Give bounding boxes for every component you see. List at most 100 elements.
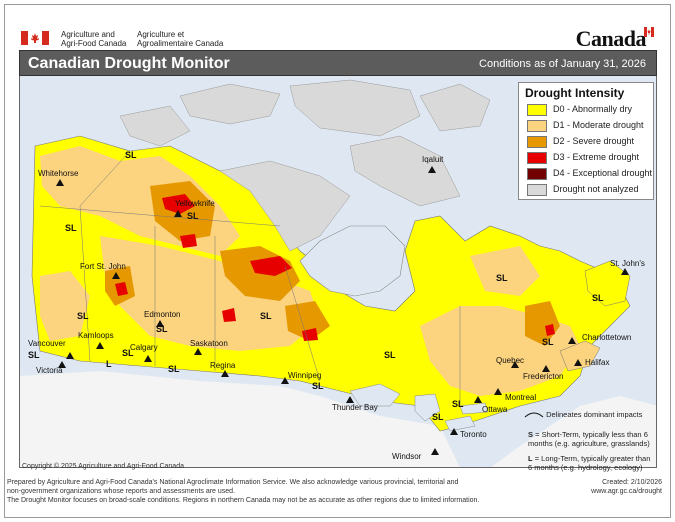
- copyright: Copyright © 2025 Agriculture and Agri-Fo…: [22, 463, 184, 470]
- drought-intensity-legend: Drought Intensity D0 - Abnormally dry D1…: [518, 82, 654, 200]
- impact-label-sl-labrador: SL: [496, 273, 508, 283]
- legend-row-not-analyzed: Drought not analyzed: [527, 183, 653, 197]
- city-marker-whitehorse: [56, 179, 64, 186]
- city-marker-yellowknife: [174, 210, 182, 217]
- city-marker-regina: [221, 370, 229, 377]
- legend-label-d3: D3 - Extreme drought: [553, 152, 640, 162]
- city-label-toronto: Toronto: [460, 430, 487, 439]
- impact-label-sl-prairies-south: SL: [168, 364, 180, 374]
- impacts-short-term: S = Short-Term, typically less than 6 mo…: [528, 430, 654, 448]
- arctic-island-2: [289, 79, 421, 137]
- baffin-island: [349, 135, 461, 207]
- city-label-windsor: Windsor: [392, 452, 422, 461]
- city-marker-quebec: [511, 361, 519, 368]
- legend-label-d2: D2 - Severe drought: [553, 136, 635, 146]
- impacts-l-key: L: [528, 454, 533, 463]
- city-label-edmonton: Edmonton: [144, 310, 180, 319]
- impact-label-sl-new-brunswick: SL: [542, 337, 554, 347]
- impact-line-icon: [524, 412, 544, 418]
- legend-row-d3: D3 - Extreme drought: [527, 151, 653, 165]
- header: Agriculture and Agri-Food Canada Agricul…: [5, 5, 670, 51]
- arctic-island-3: [419, 83, 491, 132]
- city-label-fredericton: Fredericton: [523, 372, 563, 381]
- usa-land: [20, 371, 460, 467]
- city-marker-iqaluit: [428, 166, 436, 173]
- drought-map: Whitehorse Yellowknife Iqaluit Fort St. …: [19, 76, 657, 468]
- city-label-saskatoon: Saskatoon: [190, 339, 228, 348]
- city-label-ottawa: Ottawa: [482, 405, 508, 414]
- city-label-quebec: Quebec: [496, 356, 524, 365]
- agency-name-fr: Agriculture et Agroalimentaire Canada: [137, 30, 223, 48]
- city-marker-montreal: [494, 388, 502, 395]
- border-60th-parallel: [39, 205, 281, 227]
- d3-north-sask: [250, 256, 292, 276]
- city-label-yellowknife: Yellowknife: [175, 199, 215, 208]
- agency-en-line2: Agri-Food Canada: [61, 39, 127, 48]
- impact-label-sl-sask-north: SL: [260, 311, 272, 321]
- city-label-iqaluit: Iqaluit: [422, 155, 444, 164]
- legend-swatch-not-analyzed: [527, 184, 547, 196]
- legend-label-not-analyzed: Drought not analyzed: [553, 184, 639, 194]
- legend-label-d0: D0 - Abnormally dry: [553, 104, 633, 114]
- city-label-kamloops: Kamloops: [78, 331, 114, 340]
- impact-label-sl-ottawa: SL: [452, 399, 464, 409]
- impact-label-sl-yukon-north: SL: [125, 150, 137, 160]
- city-label-st-johns: St. John's: [610, 259, 645, 268]
- impact-label-sl-edmonton: SL: [156, 324, 168, 334]
- footer-line2: non-government organizations whose repor…: [7, 488, 236, 495]
- wordmark-flag-icon: [644, 27, 654, 37]
- impact-label-sl-ontario: SL: [384, 350, 396, 360]
- legend-swatch-d1: [527, 120, 547, 132]
- impact-label-sl-yellowknife: SL: [187, 211, 199, 221]
- city-label-vancouver: Vancouver: [28, 339, 66, 348]
- agency-fr-line2: Agroalimentaire Canada: [137, 39, 224, 48]
- city-label-calgary: Calgary: [130, 343, 158, 352]
- city-label-montreal: Montreal: [505, 393, 536, 402]
- legend-label-d1: D1 - Moderate drought: [553, 120, 644, 130]
- city-marker-calgary: [144, 355, 152, 362]
- footer-url[interactable]: www.agr.gc.ca/drought: [591, 488, 662, 495]
- lake-ontario: [459, 402, 489, 415]
- legend-row-d4: D4 - Exceptional drought: [527, 167, 653, 181]
- d3-new-brunswick: [545, 324, 555, 336]
- legend-swatch-d0: [527, 104, 547, 116]
- city-marker-ottawa: [474, 396, 482, 403]
- legend-swatch-d4: [527, 168, 547, 180]
- nova-scotia: [559, 340, 601, 372]
- city-label-fort-st-john: Fort St. John: [80, 262, 126, 271]
- border-mb-on: [284, 265, 321, 382]
- impacts-s-text: = Short-Term, typically less than 6 mont…: [528, 430, 650, 448]
- legend-row-d0: D0 - Abnormally dry: [527, 103, 653, 117]
- footer-meta: Created: 2/10/2026 www.agr.gc.ca/drought: [591, 478, 662, 496]
- city-label-thunder-bay: Thunder Bay: [332, 403, 378, 412]
- agency-fr-line1: Agriculture et: [137, 30, 185, 39]
- lake-erie: [444, 415, 476, 432]
- d2-manitoba: [285, 301, 330, 341]
- city-label-whitehorse: Whitehorse: [38, 169, 79, 178]
- legend-row-d2: D2 - Severe drought: [527, 135, 653, 149]
- footer-notes: Prepared by Agriculture and Agri-Food Ca…: [7, 478, 487, 505]
- city-marker-fort-st-john: [112, 272, 120, 279]
- impact-label-sl-calgary: SL: [122, 348, 134, 358]
- impacts-long-term: L = Long-Term, typically greater than 6 …: [528, 454, 654, 472]
- newfoundland: [584, 260, 631, 307]
- city-marker-kamloops: [96, 342, 104, 349]
- footer: Prepared by Agriculture and Agri-Food Ca…: [5, 478, 670, 518]
- lake-huron: [414, 393, 441, 422]
- map-title: Canadian Drought Monitor: [28, 55, 230, 72]
- legend-title: Drought Intensity: [525, 86, 625, 100]
- legend-row-d1: D1 - Moderate drought: [527, 119, 653, 133]
- arctic-island-4: [119, 105, 191, 147]
- title-bar: Canadian Drought Monitor Conditions as o…: [19, 50, 657, 76]
- agency-name-en: Agriculture and Agri-Food Canada: [61, 30, 126, 48]
- city-marker-edmonton: [156, 320, 164, 327]
- d3-fort-st-john: [115, 282, 128, 296]
- city-marker-st-johns: [621, 268, 629, 275]
- conditions-date: Conditions as of January 31, 2026: [479, 58, 646, 70]
- impact-label-sl-winnipeg: SL: [312, 381, 324, 391]
- city-marker-charlottetown: [568, 337, 576, 344]
- impact-label-l-kamloops: L: [106, 359, 112, 369]
- d1-bc: [40, 271, 90, 341]
- impacts-line-label: Delineates dominant impacts: [546, 410, 643, 419]
- impacts-s-key: S: [528, 430, 534, 439]
